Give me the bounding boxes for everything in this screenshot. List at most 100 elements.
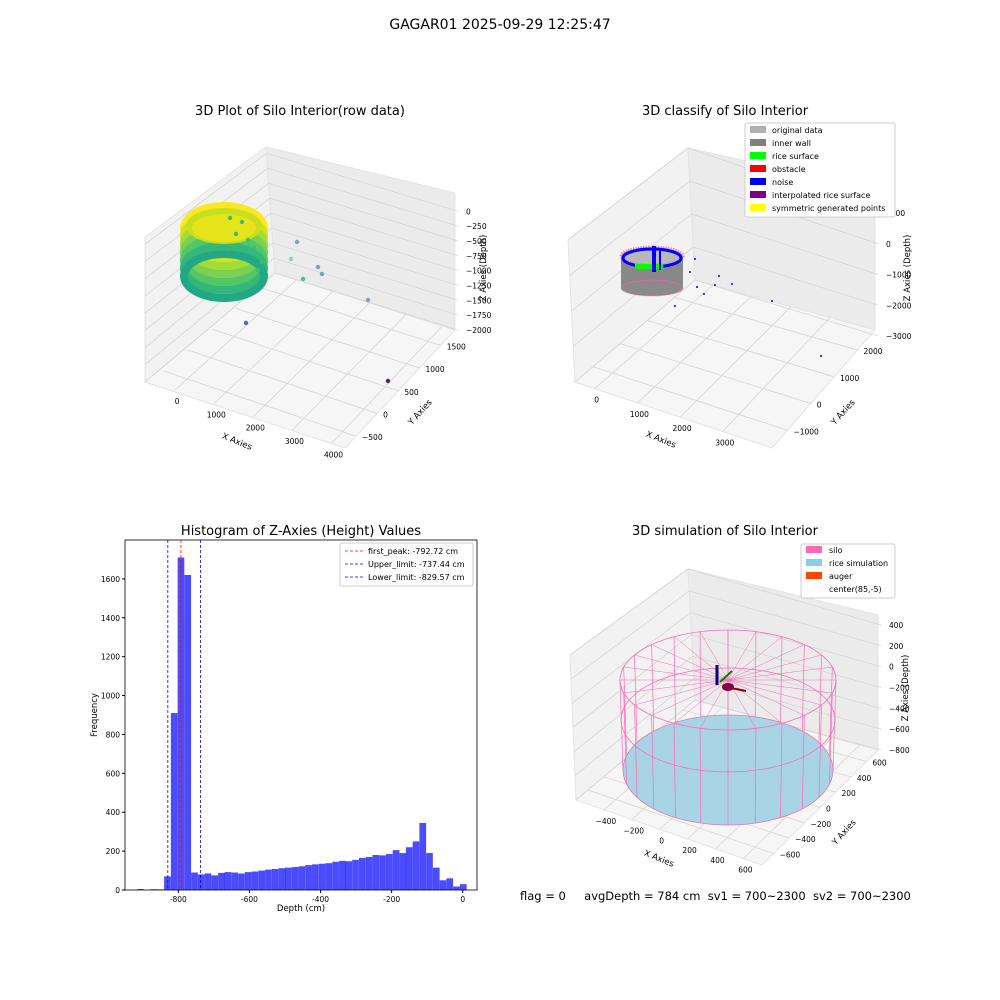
histogram-vlines: [167, 540, 201, 890]
classify-z-ticks: 1000 0 −1000 −2000 −3000: [886, 209, 912, 341]
histogram-bar: [204, 873, 212, 890]
z-tick-label: 0: [466, 207, 471, 216]
legend-label: center(85,-5): [829, 585, 882, 594]
legend-label: symmetric generated points: [772, 204, 885, 213]
histogram-bar: [325, 863, 333, 890]
histogram-bar: [385, 854, 393, 890]
legend-swatch: [750, 126, 766, 133]
x-tick-label: 0: [460, 895, 465, 904]
y-tick-label: 400: [106, 808, 121, 817]
x-tick-label: −200: [623, 827, 644, 836]
histogram-bar: [285, 867, 292, 890]
z-tick-label: −250: [466, 222, 487, 231]
histogram-chart: -800 -600 -400 -200 0 0 200 400 600 800 1000 1200 1…: [90, 539, 478, 914]
histogram-bar: [271, 869, 279, 890]
y-tick-label: 2000: [863, 347, 882, 356]
histogram-x-ticks: -800 -600 -400 -200 0: [170, 890, 465, 904]
x-tick-label: 0: [175, 397, 180, 406]
x-tick-label: 4000: [324, 450, 343, 459]
z-tick-label: −200: [889, 684, 910, 693]
histogram-bar: [439, 880, 447, 890]
legend-label: rice simulation: [829, 559, 888, 568]
histogram-bar: [305, 865, 312, 890]
histogram-bar: [244, 872, 252, 890]
z-tick-label: 1000: [886, 209, 905, 218]
y-tick-label: −1000: [793, 427, 819, 436]
raw-y-ticks: −500 0 500 1000 1500: [362, 342, 466, 442]
z-tick-label: −2000: [886, 301, 912, 310]
histogram-bar: [170, 713, 178, 890]
y-tick-label: −500: [362, 433, 383, 442]
legend-label: Lower_limit: -829.57 cm: [368, 573, 465, 582]
legend-label: auger: [829, 572, 853, 581]
histogram-bar: [379, 855, 386, 890]
raw-zlabel: Z Axies (Depth): [479, 235, 489, 302]
raw-z-ticks: 0 −250 −500 −750 −1000 −1250 −1500 −1750 −2000: [466, 207, 492, 335]
histogram-bar: [224, 872, 232, 890]
legend-swatch: [750, 152, 766, 159]
histogram-bar: [312, 864, 319, 890]
histogram-bar: [345, 861, 353, 890]
legend-label: interpolated rice surface: [772, 191, 870, 200]
panel4-title: 3D simulation of Silo Interior: [632, 524, 818, 539]
panel3-title: Histogram of Z-Axies (Height) Values: [180, 524, 422, 539]
y-tick-label: 400: [857, 774, 872, 783]
y-tick-label: 1500: [447, 342, 466, 351]
histogram-bar: [218, 872, 225, 890]
legend-label: Upper_limit: -737.44 cm: [368, 560, 465, 569]
legend-swatch: [750, 178, 766, 185]
z-tick-label: 400: [889, 621, 904, 630]
y-tick-label: 0: [383, 410, 388, 419]
histogram-bar: [191, 872, 198, 890]
histogram-bar: [177, 557, 185, 890]
silo-wireframe: [619, 629, 837, 826]
z-tick-label: 200: [889, 642, 904, 651]
histogram-bar: [231, 872, 239, 890]
y-tick-label: 0: [826, 805, 831, 814]
avg-depth-text: avgDepth = 784 cm: [584, 889, 701, 903]
raw-3d-plot: 0 1000 2000 3000 4000 −500 0 500 1000 1500 0 −250…: [143, 146, 492, 459]
histogram-bar: [419, 822, 427, 890]
histogram-bars: [137, 557, 467, 890]
y-tick-label: 600: [106, 769, 121, 778]
flag-text: flag = 0: [520, 889, 566, 903]
histogram-bar: [137, 889, 144, 890]
legend-swatch: [750, 139, 766, 146]
y-tick-label: −400: [795, 835, 816, 844]
histogram-bar: [399, 853, 407, 890]
histogram-bar: [332, 861, 339, 890]
z-tick-label: 0: [889, 663, 894, 672]
legend-label: obstacle: [772, 165, 806, 174]
x-tick-label: 1000: [630, 410, 649, 419]
legend-label: first_peak: -792.72 cm: [368, 547, 458, 556]
z-tick-label: −750: [466, 252, 487, 261]
y-tick-label: 1600: [101, 575, 120, 584]
x-tick-label: 3000: [715, 439, 734, 448]
y-tick-label: −600: [780, 851, 801, 860]
x-tick-label: 400: [710, 856, 725, 865]
histogram-bar: [258, 870, 266, 890]
histogram-bar: [432, 867, 440, 890]
y-tick-label: 1000: [426, 365, 445, 374]
histogram-bar: [251, 871, 259, 890]
legend-label: noise: [772, 178, 793, 187]
y-tick-label: −200: [811, 820, 832, 829]
histogram-bar: [265, 869, 272, 890]
x-tick-label: 2000: [246, 424, 265, 433]
y-tick-label: 0: [115, 886, 120, 895]
z-tick-label: −1250: [466, 281, 492, 290]
histogram-bar: [298, 866, 306, 890]
x-tick-label: 1000: [207, 410, 226, 419]
panel1-title: 3D Plot of Silo Interior(row data): [195, 104, 405, 119]
histogram-bar: [358, 857, 366, 890]
sv1-text: sv1 = 700~2300: [707, 889, 806, 903]
z-tick-label: −1500: [466, 296, 492, 305]
simulation-z-ticks: 400 200 0 −200 −400 −600 −800: [889, 621, 910, 755]
raw-ylabel: Y Axies: [406, 397, 435, 428]
simulation-legend: silo rice simulation auger center(85,-5): [800, 543, 896, 599]
legend-label: inner wall: [772, 139, 811, 148]
histogram-bar: [238, 873, 245, 890]
y-tick-label: 200: [106, 847, 121, 856]
histogram-bar: [392, 850, 400, 890]
